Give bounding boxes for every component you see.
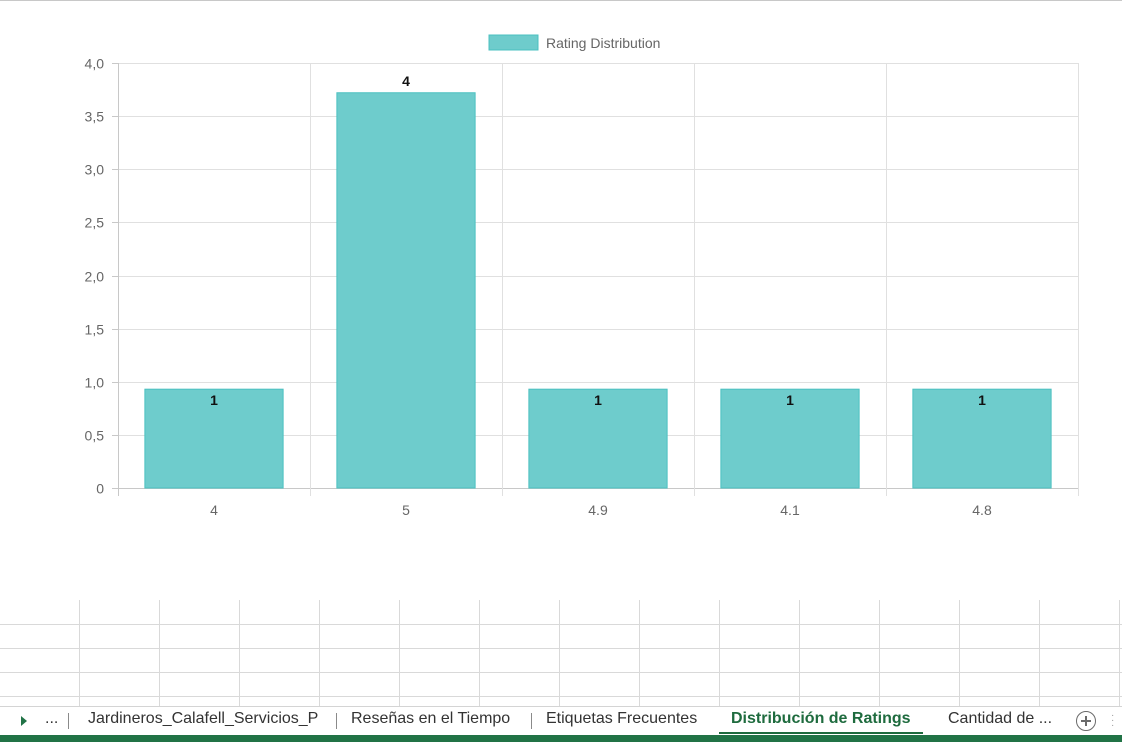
tab-separator — [336, 713, 337, 729]
tab-overflow[interactable]: ... — [45, 710, 59, 727]
y-tick-label: 3,5 — [85, 109, 105, 125]
legend-label: Rating Distribution — [546, 35, 660, 51]
y-tick-label: 2,5 — [85, 215, 105, 231]
bar-data-label: 1 — [210, 392, 218, 408]
plus-circle-icon[interactable] — [1076, 711, 1096, 731]
bar — [336, 92, 476, 489]
bar-data-label: 4 — [402, 73, 410, 89]
bar-data-label: 1 — [786, 392, 794, 408]
tab-etiquetas-frecuentes[interactable]: Etiquetas Frecuentes — [546, 710, 698, 727]
x-tick-label: 4.8 — [972, 502, 992, 518]
bar-data-label: 1 — [978, 392, 986, 408]
y-tick-label: 1,0 — [85, 375, 105, 391]
y-tick-label: 0 — [96, 481, 104, 497]
bar — [720, 388, 860, 489]
sheet-tab-bar: ... Jardineros_Calafell_Servicios_P Rese… — [0, 706, 1122, 735]
x-tick-label: 4 — [210, 502, 218, 518]
bar-data-label: 1 — [594, 392, 602, 408]
vertical-ellipsis-icon[interactable]: · · · — [1111, 710, 1115, 731]
legend-swatch — [488, 34, 539, 51]
y-tick-label: 3,0 — [85, 162, 105, 178]
chart: 0 0,5 1,0 1,5 2,0 2,5 3,0 3,5 4,0 1 4 4 5 1 4.9 1 4.1 1 4.… — [85, 34, 1079, 518]
tab-resenas-en-el-tiempo[interactable]: Reseñas en el Tiempo — [351, 710, 511, 727]
x-tick-label: 4.1 — [780, 502, 800, 518]
y-tick-label: 1,5 — [85, 322, 105, 338]
y-tick-label: 4,0 — [85, 56, 105, 72]
x-tick-label: 5 — [402, 502, 410, 518]
triangle-right-icon[interactable] — [21, 716, 27, 726]
status-bar — [0, 735, 1122, 742]
y-tick-label: 2,0 — [85, 269, 105, 285]
tab-cantidad-de[interactable]: Cantidad de ... — [948, 710, 1053, 727]
spreadsheet-grid — [0, 600, 1122, 706]
tab-separator — [531, 713, 532, 729]
y-tick-label: 0,5 — [85, 428, 105, 444]
bar — [912, 388, 1052, 489]
tab-jardineros[interactable]: Jardineros_Calafell_Servicios_P — [88, 710, 319, 727]
bar — [528, 388, 668, 489]
tab-separator — [68, 713, 69, 729]
bar — [144, 388, 284, 489]
top-border — [0, 0, 1122, 1]
tab-distribucion-de-ratings[interactable]: Distribución de Ratings — [719, 707, 923, 734]
x-tick-label: 4.9 — [588, 502, 608, 518]
